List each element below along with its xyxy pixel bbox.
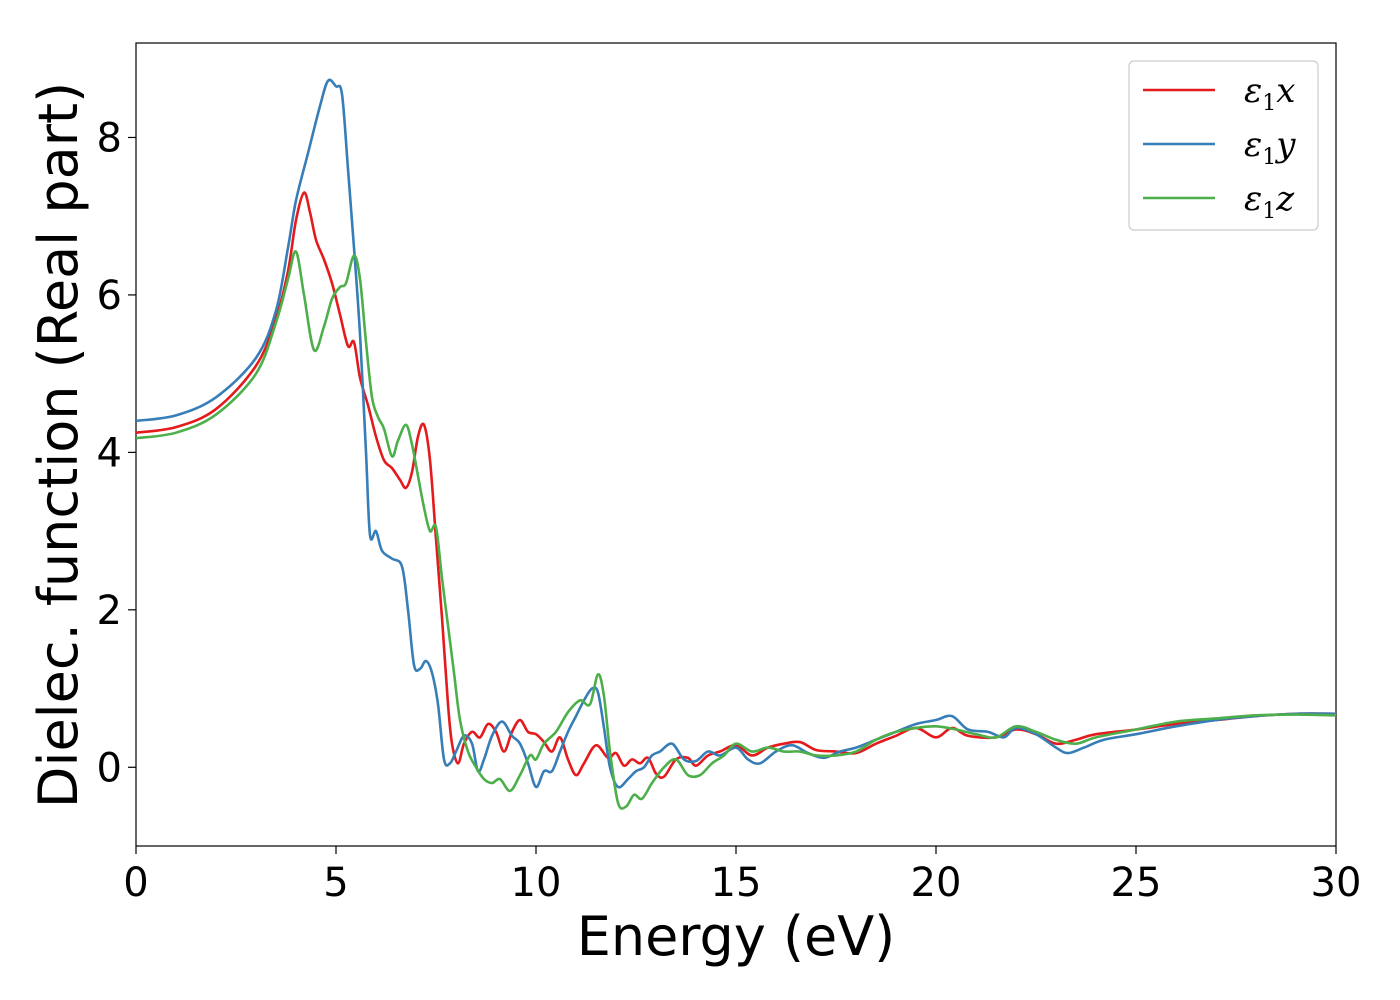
legend-label-x: ε1x [1244,71,1295,116]
x-tick-label: 30 [1311,860,1362,906]
legend-label-z: ε1z [1244,179,1295,224]
series-line-x [136,191,1336,779]
series-line-y [136,78,1336,789]
x-tick-label: 15 [711,860,762,906]
y-tick-label: 0 [97,745,122,791]
legend: ε1x ε1y ε1z [1128,60,1319,231]
y-axis-ticks: 0 2 4 6 8 [97,115,136,791]
y-tick-label: 2 [97,588,122,634]
plot-area: 0 5 10 15 20 25 30 0 2 4 6 8 [97,42,1361,906]
legend-label-y: ε1y [1244,125,1296,170]
x-tick-label: 0 [123,860,148,906]
legend-box [1128,60,1319,231]
y-axis-title: Dielec. function (Real part) [27,82,90,808]
x-tick-label: 5 [323,860,348,906]
x-tick-label: 10 [511,860,562,906]
x-tick-label: 25 [1111,860,1162,906]
y-tick-label: 4 [97,430,122,476]
x-tick-label: 20 [911,860,962,906]
x-axis-ticks: 0 5 10 15 20 25 30 [123,846,1361,906]
x-axis-title: Energy (eV) [577,905,896,968]
y-tick-label: 8 [97,115,122,161]
series-line-z [136,250,1336,810]
series-layer [136,78,1336,810]
y-tick-label: 6 [97,273,122,319]
